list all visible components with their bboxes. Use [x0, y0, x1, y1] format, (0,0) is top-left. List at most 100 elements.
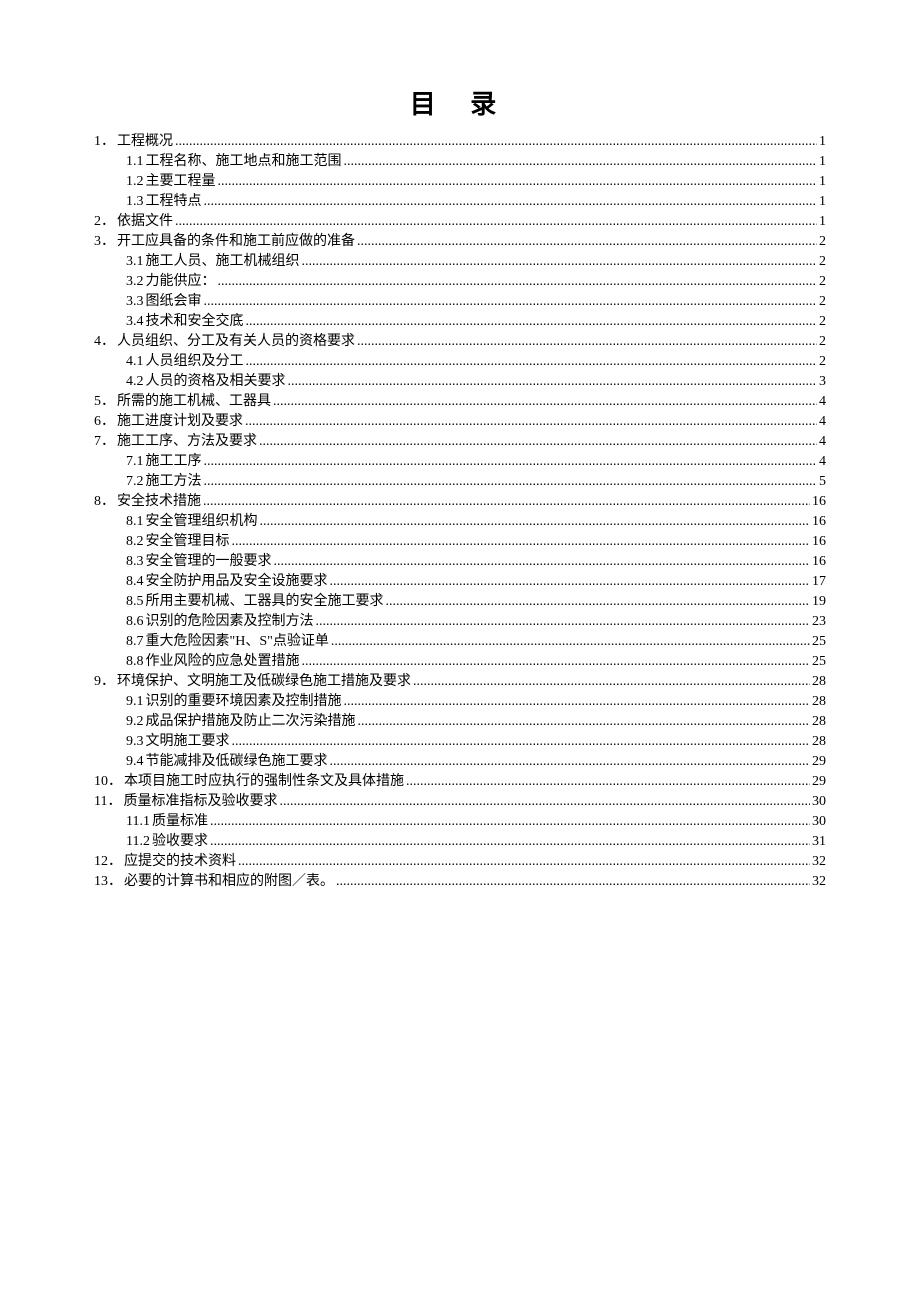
- toc-entry-page: 28: [812, 695, 826, 709]
- toc-entry-number: 3.4: [126, 315, 144, 329]
- toc-entry-number: 5．: [94, 395, 115, 409]
- toc-entry-number: 10．: [94, 775, 122, 789]
- toc-entry-page: 2: [819, 255, 826, 269]
- toc-entry-page: 16: [812, 515, 826, 529]
- toc-entry-page: 30: [812, 795, 826, 809]
- toc-entry-text: 节能减排及低碳绿色施工要求: [146, 755, 328, 769]
- toc-entry-page: 2: [819, 315, 826, 329]
- toc-dot-leader: [344, 695, 811, 709]
- toc-entry-text: 质量标准: [152, 815, 208, 829]
- toc-dot-leader: [302, 255, 818, 269]
- toc-entry-number: 8.6: [126, 615, 144, 629]
- toc-entry: 8.2 安全管理目标16: [94, 535, 826, 549]
- toc-entry-text: 施工工序、方法及要求: [117, 435, 257, 449]
- toc-dot-leader: [218, 275, 818, 289]
- toc-dot-leader: [302, 655, 811, 669]
- toc-entry-number: 8.4: [126, 575, 144, 589]
- toc-entry-text: 质量标准指标及验收要求: [123, 795, 277, 809]
- toc-dot-leader: [331, 635, 810, 649]
- toc-dot-leader: [358, 715, 811, 729]
- toc-entry: 4．人员组织、分工及有关人员的资格要求2: [94, 335, 826, 349]
- toc-entry-number: 8．: [94, 495, 115, 509]
- toc-entry-text: 开工应具备的条件和施工前应做的准备: [117, 235, 355, 249]
- toc-entry-text: 作业风险的应急处置措施: [146, 655, 300, 669]
- toc-entry-text: 工程名称、施工地点和施工范围: [146, 155, 342, 169]
- toc-entry: 3.2 力能供应：2: [94, 275, 826, 289]
- toc-entry-text: 人员组织、分工及有关人员的资格要求: [117, 335, 355, 349]
- toc-entry-page: 19: [812, 595, 826, 609]
- toc-dot-leader: [336, 875, 810, 889]
- toc-dot-leader: [204, 295, 818, 309]
- toc-entry-number: 11．: [94, 795, 121, 809]
- toc-entry-page: 2: [819, 295, 826, 309]
- toc-dot-leader: [260, 515, 811, 529]
- toc-entry-page: 5: [819, 475, 826, 489]
- toc-entry-text: 所用主要机械、工器具的安全施工要求: [146, 595, 384, 609]
- toc-entry-number: 1．: [94, 135, 115, 149]
- toc-entry-text: 主要工程量: [146, 175, 216, 189]
- toc-entry-page: 16: [812, 555, 826, 569]
- toc-dot-leader: [386, 595, 811, 609]
- toc-dot-leader: [246, 355, 818, 369]
- toc-entry-text: 安全管理的一般要求: [146, 555, 272, 569]
- toc-entry-number: 13．: [94, 875, 122, 889]
- toc-entry-text: 安全管理组织机构: [146, 515, 258, 529]
- toc-dot-leader: [413, 675, 810, 689]
- toc-dot-leader: [232, 535, 811, 549]
- toc-entry-text: 识别的危险因素及控制方法: [146, 615, 314, 629]
- toc-entry-number: 4．: [94, 335, 115, 349]
- toc-entry: 3.4 技术和安全交底2: [94, 315, 826, 329]
- toc-dot-leader: [288, 375, 818, 389]
- toc-dot-leader: [344, 155, 818, 169]
- toc-entry-text: 本项目施工时应执行的强制性条文及具体措施: [124, 775, 404, 789]
- toc-entry-page: 4: [819, 455, 826, 469]
- toc-entry-number: 11.2: [126, 835, 150, 849]
- toc-entry-page: 32: [812, 855, 826, 869]
- toc-entry: 6．施工进度计划及要求4: [94, 415, 826, 429]
- toc-entry: 1.2 主要工程量 1: [94, 175, 826, 189]
- toc-entry-page: 1: [819, 135, 826, 149]
- toc-entry-number: 9.1: [126, 695, 144, 709]
- toc-entry-text: 施工进度计划及要求: [117, 415, 243, 429]
- toc-entry-text: 施工工序: [146, 455, 202, 469]
- toc-entry: 9.2 成品保护措施及防止二次污染措施28: [94, 715, 826, 729]
- toc-entry-text: 应提交的技术资料: [124, 855, 236, 869]
- toc-entry-number: 3.1: [126, 255, 144, 269]
- toc-entry-number: 11.1: [126, 815, 150, 829]
- toc-entry-number: 3.2: [126, 275, 144, 289]
- toc-entry-number: 4.2: [126, 375, 144, 389]
- toc-dot-leader: [245, 415, 817, 429]
- toc-entry-page: 3: [819, 375, 826, 389]
- toc-entry-text: 必要的计算书和相应的附图／表。: [124, 875, 334, 889]
- toc-entry-text: 人员组织及分工: [146, 355, 244, 369]
- toc-entry-page: 23: [812, 615, 826, 629]
- toc-entry: 1.3 工程特点1: [94, 195, 826, 209]
- toc-dot-leader: [246, 315, 818, 329]
- toc-entry-page: 16: [812, 495, 826, 509]
- toc-entry: 5．所需的施工机械、工器具4: [94, 395, 826, 409]
- toc-entry: 8.1 安全管理组织机构16: [94, 515, 826, 529]
- toc-dot-leader: [357, 235, 817, 249]
- toc-entry-number: 8.3: [126, 555, 144, 569]
- toc-entry-text: 工程概况: [117, 135, 173, 149]
- toc-dot-leader: [357, 335, 817, 349]
- toc-entry-number: 12．: [94, 855, 122, 869]
- toc-entry-number: 1.2: [126, 175, 144, 189]
- toc-entry-number: 8.5: [126, 595, 144, 609]
- toc-list: 1．工程概况11.1 工程名称、施工地点和施工范围11.2 主要工程量11.3 …: [94, 135, 826, 889]
- toc-entry-number: 4.1: [126, 355, 144, 369]
- toc-entry-number: 3．: [94, 235, 115, 249]
- toc-entry-page: 17: [812, 575, 826, 589]
- toc-entry-text: 施工方法: [146, 475, 202, 489]
- toc-entry: 9.3 文明施工要求28: [94, 735, 826, 749]
- toc-entry-number: 2．: [94, 215, 115, 229]
- toc-dot-leader: [218, 175, 818, 189]
- toc-entry-page: 1: [819, 175, 826, 189]
- toc-entry: 8.3 安全管理的一般要求 16: [94, 555, 826, 569]
- toc-entry-number: 8.7: [126, 635, 144, 649]
- toc-entry-text: 验收要求: [152, 835, 208, 849]
- toc-entry-text: 力能供应：: [146, 275, 216, 289]
- toc-entry: 9．环境保护、文明施工及低碳绿色施工措施及要求28: [94, 675, 826, 689]
- toc-entry-page: 2: [819, 235, 826, 249]
- toc-entry-number: 1.3: [126, 195, 144, 209]
